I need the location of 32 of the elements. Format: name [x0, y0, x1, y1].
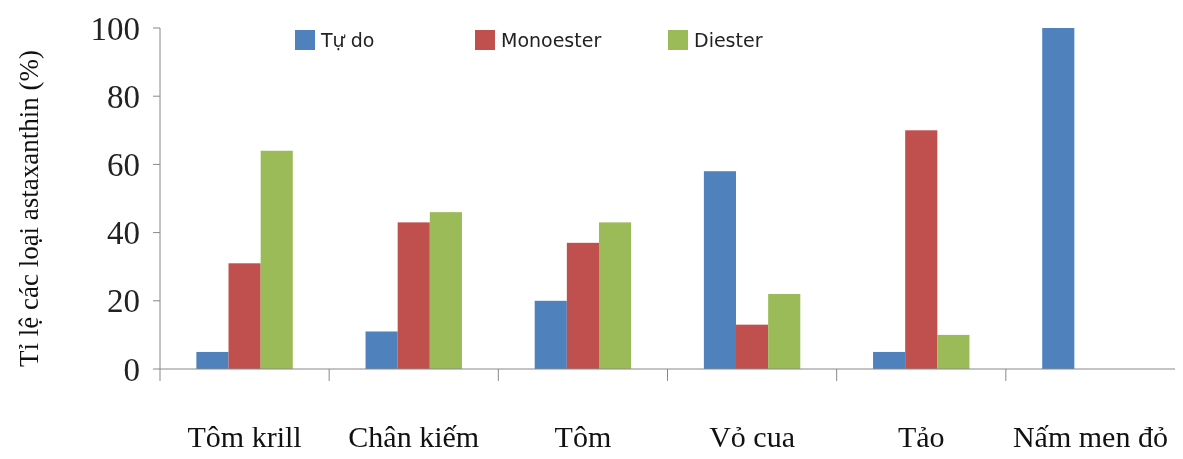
- bar: [365, 331, 398, 369]
- bar: [703, 171, 737, 369]
- x-tick-label: Nấm men đỏ: [1012, 420, 1168, 453]
- x-tick-label: Tôm: [554, 420, 612, 453]
- bar: [736, 324, 769, 369]
- bar: [260, 150, 293, 369]
- y-tick-label: 60: [107, 146, 140, 183]
- bar: [937, 334, 970, 369]
- bar: [228, 263, 261, 369]
- bar: [429, 212, 462, 369]
- legend-label: Diester: [694, 28, 763, 51]
- bar: [768, 293, 801, 369]
- bar: [397, 222, 430, 369]
- legend-label: Monoester: [501, 28, 602, 51]
- bar: [905, 130, 938, 369]
- legend-label: Tự do: [320, 28, 375, 51]
- bar: [1042, 28, 1075, 369]
- y-tick-label: 100: [90, 10, 140, 47]
- bar: [566, 242, 599, 369]
- y-tick-label: 0: [123, 351, 140, 388]
- bar: [598, 222, 632, 369]
- y-tick-label: 80: [107, 78, 140, 115]
- x-tick-label: Tảo: [897, 420, 945, 453]
- x-tick-label: Tôm krill: [187, 420, 302, 453]
- y-tick-label: 40: [107, 215, 140, 252]
- bar: [534, 300, 567, 369]
- y-tick-label: 20: [107, 283, 140, 320]
- x-tick-label: Chân kiếm: [348, 420, 480, 453]
- x-tick-label: Vỏ cua: [709, 420, 795, 453]
- y-axis-title: Tỉ lệ các loại astaxanthin (%): [14, 49, 44, 368]
- bar: [873, 351, 906, 369]
- bar: [196, 351, 229, 369]
